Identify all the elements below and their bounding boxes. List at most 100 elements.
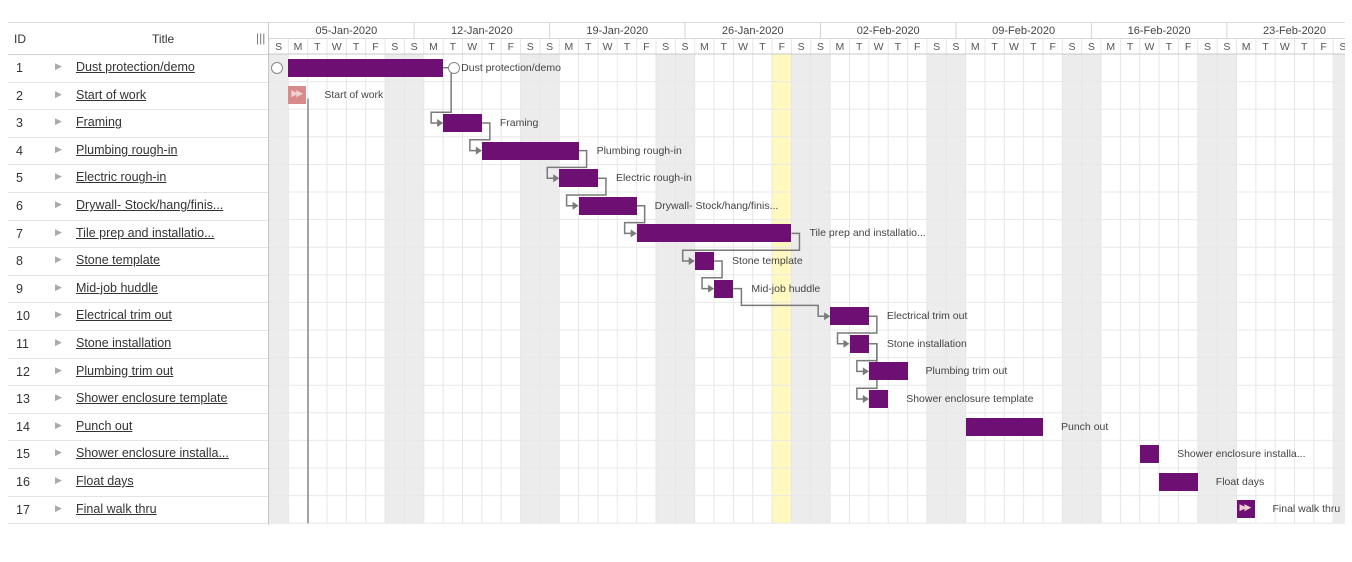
expand-icon[interactable]: ▶ [55,254,62,265]
task-title-link[interactable]: Start of work [76,87,147,102]
task-bar[interactable] [965,417,1043,436]
day-letter: T [585,41,592,53]
weekend-column [520,54,540,524]
task-title-link[interactable]: Drywall- Stock/hang/finis... [76,198,224,212]
expand-icon[interactable]: ▶ [55,171,62,182]
link-arrowhead [688,257,695,265]
task-bar[interactable] [1139,445,1160,464]
day-letter: F [508,41,514,53]
expand-icon[interactable]: ▶ [55,281,62,292]
table-row[interactable]: 17 ▶ Final walk thru [8,496,268,525]
column-header-id[interactable]: ID [14,32,26,46]
weekend-column [269,54,289,524]
task-bar[interactable] [443,114,482,132]
task-bar[interactable] [849,334,869,353]
task-title-link[interactable]: Float days [76,474,134,488]
weekend-column [539,54,560,524]
task-title-link[interactable]: Shower enclosure template [76,391,228,406]
table-row[interactable]: 5 ▶ Electric rough-in [8,164,268,193]
task-title-link[interactable]: Plumbing rough-in [76,142,178,157]
day-letter: S [662,41,669,53]
row-id: 14 [16,419,30,434]
dependency-link [733,287,830,317]
table-row[interactable]: 4 ▶ Plumbing rough-in [8,137,268,166]
table-row[interactable]: 3 ▶ Framing [8,109,268,138]
link-end-handle[interactable] [448,61,461,74]
expand-icon[interactable]: ▶ [55,502,62,513]
task-bar-label: Electrical trim out [886,310,968,323]
task-bar[interactable] [868,390,889,408]
task-bar[interactable] [288,58,444,77]
milestone-marker[interactable]: ▶▶ [1236,500,1255,519]
task-title-link[interactable]: Stone installation [76,336,172,350]
task-title-link[interactable]: Punch out [76,418,133,433]
day-letter: M [429,41,438,53]
task-bar[interactable] [578,196,637,215]
table-row[interactable]: 8 ▶ Stone template [8,247,268,276]
task-title-link[interactable]: Tile prep and installatio... [76,225,215,240]
expand-icon[interactable]: ▶ [55,143,62,154]
task-bar[interactable] [559,169,598,188]
expand-icon[interactable]: ▶ [55,61,62,71]
weekend-column [1217,54,1237,524]
task-bar-label: Dust protection/demo [461,61,561,74]
expand-icon[interactable]: ▶ [55,226,62,237]
link-start-handle[interactable] [271,61,284,74]
task-bar[interactable] [830,307,869,326]
double-chevron-icon: ▶▶ [291,88,303,99]
task-title-link[interactable]: Shower enclosure installa... [76,446,229,461]
task-bar[interactable] [481,141,579,160]
week-label: 09-Feb-2020 [992,25,1055,37]
task-title-link[interactable]: Electrical trim out [76,308,172,323]
dependency-link [856,343,878,400]
table-row[interactable]: 7 ▶ Tile prep and installatio... [8,220,268,249]
table-row[interactable]: 1 ▶ Dust protection/demo [8,54,268,83]
expand-icon[interactable]: ▶ [55,88,62,99]
table-row[interactable]: 16 ▶ Float days [8,468,268,497]
table-row[interactable]: 9 ▶ Mid-job huddle [8,275,268,304]
task-title-link[interactable]: Mid-job huddle [76,280,158,295]
expand-icon[interactable]: ▶ [55,419,62,430]
day-letter: S [411,41,418,53]
task-bar[interactable] [694,252,715,270]
day-letter: M [700,41,709,53]
task-title-link[interactable]: Dust protection/demo [76,60,195,74]
day-letter: W [603,41,613,53]
column-header-title[interactable]: Title [152,32,175,46]
task-bar[interactable] [868,362,908,381]
weekend-column [926,54,947,524]
task-title-link[interactable]: Final walk thru [76,501,157,516]
task-title-link[interactable]: Stone template [76,253,161,268]
expand-icon[interactable]: ▶ [55,309,62,320]
task-title-link[interactable]: Electric rough-in [76,170,167,185]
expand-icon[interactable]: ▶ [55,364,62,375]
table-row[interactable]: 14 ▶ Punch out [8,413,268,442]
column-resize-handle[interactable]: ||| [256,31,266,45]
task-bar-label: Stone installation [886,337,967,350]
expand-icon[interactable]: ▶ [55,475,62,485]
expand-icon[interactable]: ▶ [55,199,62,209]
expand-icon[interactable]: ▶ [55,116,62,127]
task-title-link[interactable]: Framing [76,115,122,130]
expand-icon[interactable]: ▶ [55,392,62,403]
table-row[interactable]: 2 ▶ Start of work [8,82,268,111]
table-row[interactable]: 13 ▶ Shower enclosure template [8,385,268,414]
dependency-link [681,232,801,262]
task-bar[interactable] [636,224,792,243]
day-letter: S [933,41,940,53]
task-bar[interactable] [714,279,734,298]
table-row[interactable]: 10 ▶ Electrical trim out [8,302,268,331]
expand-icon[interactable]: ▶ [55,447,62,458]
milestone-marker[interactable]: ▶▶ [288,86,307,105]
table-row[interactable]: 15 ▶ Shower enclosure installa... [8,440,268,469]
table-row[interactable]: 6 ▶ Drywall- Stock/hang/finis... [8,192,268,221]
day-letter: W [467,41,477,53]
table-row[interactable]: 12 ▶ Plumbing trim out [8,358,268,387]
expand-icon[interactable]: ▶ [55,337,62,347]
week-label: 23-Feb-2020 [1263,25,1326,37]
day-letter: M [565,41,574,53]
task-bar[interactable] [1159,472,1198,491]
table-row[interactable]: 11 ▶ Stone installation [8,330,268,359]
link-arrowhead [862,367,869,376]
task-title-link[interactable]: Plumbing trim out [76,363,174,378]
